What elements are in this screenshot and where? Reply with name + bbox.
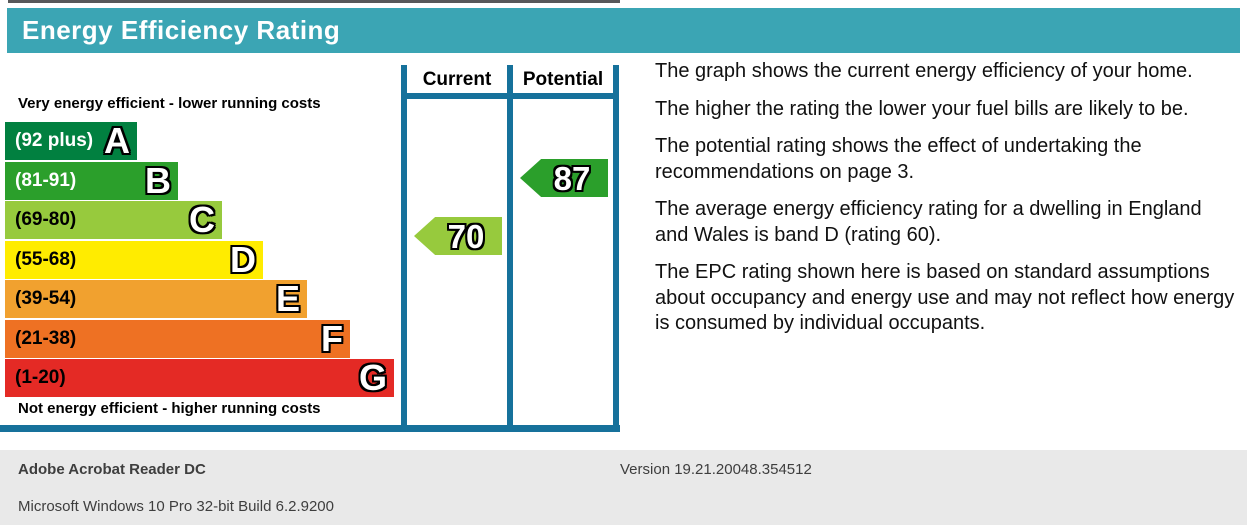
table-border-header bbox=[401, 93, 619, 99]
status-version: Version 19.21.20048.354512 bbox=[620, 461, 812, 478]
description-paragraph: The graph shows the current energy effic… bbox=[655, 60, 1193, 82]
band-letter: A bbox=[104, 120, 130, 161]
status-app-name: Adobe Acrobat Reader DC bbox=[18, 461, 206, 478]
current-rating-arrow: 70 bbox=[414, 217, 502, 255]
table-border-bottom bbox=[0, 425, 620, 432]
description-paragraph: The higher the rating the lower your fue… bbox=[655, 97, 1189, 120]
band-range-label: (92 plus) bbox=[15, 130, 94, 151]
band-letter: G bbox=[358, 357, 387, 398]
band-range-label: (1-20) bbox=[15, 367, 66, 388]
description-paragraph: The potential rating shows the effect of… bbox=[655, 135, 1142, 183]
epc-band-e: (39-54) E bbox=[5, 280, 307, 318]
chart-bottom-caption: Not energy efficient - higher running co… bbox=[18, 400, 321, 417]
epc-band-f: (21-38) F bbox=[5, 317, 350, 359]
epc-band-a: (92 plus) A bbox=[5, 122, 137, 160]
band-range-label: (55-68) bbox=[15, 248, 77, 270]
header-bar: Energy Efficiency Rating bbox=[7, 8, 1240, 53]
band-letter: B bbox=[145, 159, 171, 201]
potential-rating-value: 87 bbox=[553, 159, 591, 197]
band-letter: E bbox=[275, 278, 300, 319]
description-paragraph: The average energy efficiency rating for… bbox=[655, 198, 1202, 246]
potential-column-header: Potential bbox=[522, 69, 604, 90]
band-range-label: (81-91) bbox=[15, 169, 77, 191]
epc-chart: Very energy efficient - lower running co… bbox=[0, 53, 650, 433]
status-bar: Adobe Acrobat Reader DC Version 19.21.20… bbox=[0, 450, 1247, 525]
description-panel: The graph shows the current energy effic… bbox=[655, 59, 1240, 349]
status-os-info: Microsoft Windows 10 Pro 32-bit Build 6.… bbox=[18, 498, 334, 515]
epc-band-b: (81-91) B bbox=[5, 159, 178, 201]
band-letter: C bbox=[189, 199, 215, 240]
description-paragraph: The EPC rating shown here is based on st… bbox=[655, 261, 1235, 334]
band-letter: D bbox=[230, 238, 256, 280]
potential-rating-arrow: 87 bbox=[520, 159, 608, 197]
table-border-middle bbox=[507, 65, 513, 432]
current-column-header: Current bbox=[422, 69, 492, 90]
current-rating-value: 70 bbox=[447, 217, 485, 255]
table-border-right bbox=[613, 65, 619, 432]
epc-band-c: (69-80) C bbox=[5, 201, 222, 239]
band-letter: F bbox=[321, 317, 343, 359]
epc-band-g: (1-20) G bbox=[5, 359, 394, 397]
page-title: Energy Efficiency Rating bbox=[22, 15, 341, 45]
band-range-label: (69-80) bbox=[15, 209, 77, 230]
table-border-left bbox=[401, 65, 407, 432]
band-range-label: (21-38) bbox=[15, 327, 77, 349]
epc-band-d: (55-68) D bbox=[5, 238, 263, 280]
chart-top-caption: Very energy efficient - lower running co… bbox=[18, 95, 321, 112]
band-range-label: (39-54) bbox=[15, 288, 77, 309]
top-edge-line bbox=[8, 0, 620, 3]
